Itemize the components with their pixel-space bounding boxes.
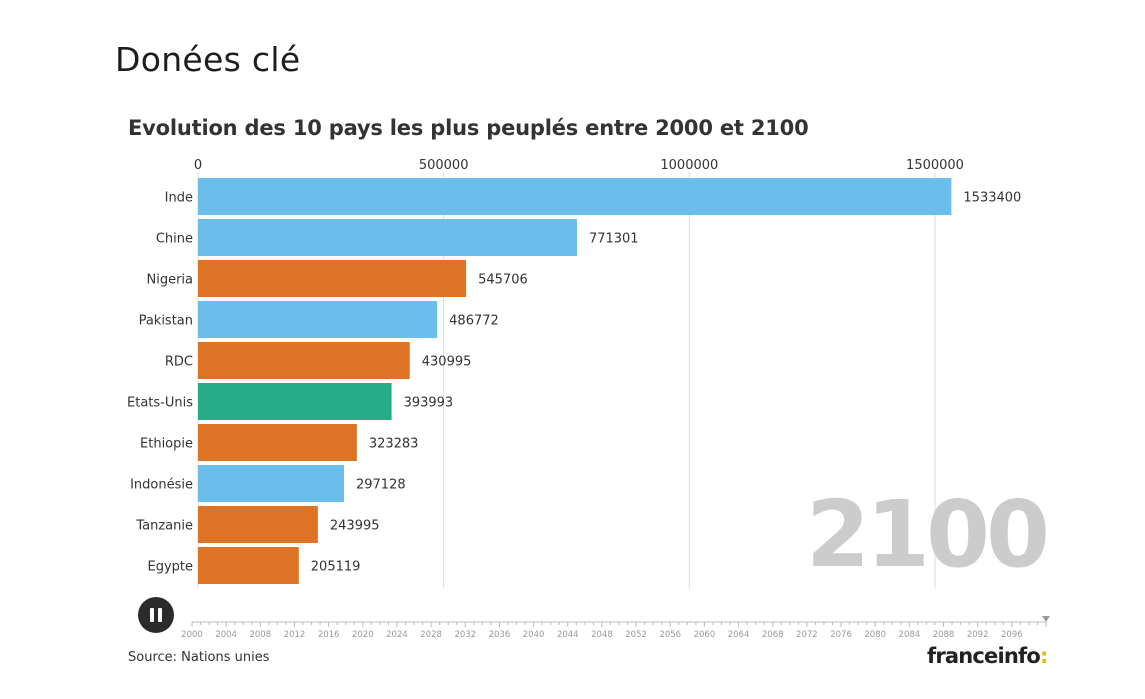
bar-pakistan	[198, 301, 438, 338]
timeline-year-label: 2028	[420, 630, 442, 640]
x-tick-label: 0	[194, 158, 202, 173]
bar-ethiopie	[198, 424, 357, 461]
pause-icon-bar	[158, 608, 162, 622]
bar-inde	[198, 178, 952, 215]
bar-chine	[198, 219, 577, 256]
value-label: 205119	[311, 560, 361, 575]
pause-button[interactable]	[138, 597, 174, 633]
timeline-year-label: 2032	[454, 630, 476, 640]
category-label: Tanzanie	[135, 519, 193, 534]
page-heading: Donées clé	[115, 40, 301, 79]
value-label: 486772	[449, 314, 499, 329]
bars	[198, 178, 952, 584]
value-label: 393993	[404, 396, 454, 411]
category-label: Inde	[165, 191, 193, 206]
timeline-year-label: 2072	[796, 630, 818, 640]
timeline-year-label: 2092	[967, 630, 989, 640]
chart-title: Evolution des 10 pays les plus peuplés e…	[128, 116, 809, 140]
x-tick-label: 500000	[419, 158, 469, 173]
value-label: 430995	[422, 355, 472, 370]
timeline-year-label: 2084	[899, 630, 921, 640]
timeline-year-label: 2068	[762, 630, 784, 640]
value-label: 545706	[478, 273, 528, 288]
timeline-year-label: 2024	[386, 630, 408, 640]
timeline-year-label: 2008	[249, 630, 271, 640]
year-label: 2100	[806, 481, 1046, 588]
timeline-year-label: 2064	[728, 630, 750, 640]
timeline-year-label: 2016	[318, 630, 340, 640]
source-note: Source: Nations unies	[128, 650, 270, 665]
category-label: Ethiopie	[140, 437, 193, 452]
value-label: 1533400	[963, 191, 1021, 206]
timeline-year-label: 2080	[864, 630, 886, 640]
bar-nigeria	[198, 260, 467, 297]
timeline-year-label: 2040	[523, 630, 545, 640]
category-labels: Inde Chine Nigeria Pakistan RDC Etats-Unis Eth…	[127, 191, 193, 575]
timeline-year-label: 2036	[489, 630, 511, 640]
timeline-year-label: 2052	[625, 630, 647, 640]
value-label: 771301	[589, 232, 639, 247]
bar-etatsunis	[198, 383, 392, 420]
brand-name: franceinfo	[927, 644, 1041, 668]
timeline-year-label: 2056	[659, 630, 681, 640]
timeline-year-label: 2044	[557, 630, 579, 640]
value-label: 297128	[356, 478, 406, 493]
value-label: 243995	[330, 519, 380, 534]
timeline-year-label: 2012	[284, 630, 306, 640]
bar-tanzanie	[198, 506, 318, 543]
category-label: Nigeria	[146, 273, 193, 288]
x-tick-label: 1000000	[660, 158, 718, 173]
bar-egypte	[198, 547, 299, 584]
timeline-year-label: 2088	[933, 630, 955, 640]
timeline-year-label: 2004	[215, 630, 237, 640]
bar-indonsie	[198, 465, 344, 502]
x-tick-label: 1500000	[906, 158, 964, 173]
category-label: Chine	[156, 232, 193, 247]
x-axis-ticks: 0 500000 1000000 1500000	[194, 158, 964, 173]
brand-logo: franceinfo:	[927, 644, 1048, 668]
timeline-year-label: 2020	[352, 630, 374, 640]
timeline[interactable]: 2000 2004 2008 2012 2016 2020 2024 2028 2032 2036…	[181, 616, 1050, 640]
pause-icon	[150, 608, 154, 622]
category-label: Egypte	[147, 560, 193, 575]
brand-colon: :	[1040, 644, 1048, 668]
timeline-handle[interactable]	[1042, 616, 1050, 622]
timeline-year-label: 2096	[1001, 630, 1023, 640]
category-label: RDC	[165, 355, 193, 370]
timeline-year-label: 2048	[591, 630, 613, 640]
timeline-year-label: 2076	[830, 630, 852, 640]
value-labels: 1533400 771301 545706 486772 430995 393993 323…	[311, 191, 1022, 575]
timeline-year-label: 2060	[694, 630, 716, 640]
category-label: Pakistan	[139, 314, 193, 329]
timeline-year-label: 2000	[181, 630, 203, 640]
category-label: Indonésie	[130, 478, 193, 493]
category-label: Etats-Unis	[127, 396, 193, 411]
value-label: 323283	[369, 437, 419, 452]
bar-rdc	[198, 342, 410, 379]
